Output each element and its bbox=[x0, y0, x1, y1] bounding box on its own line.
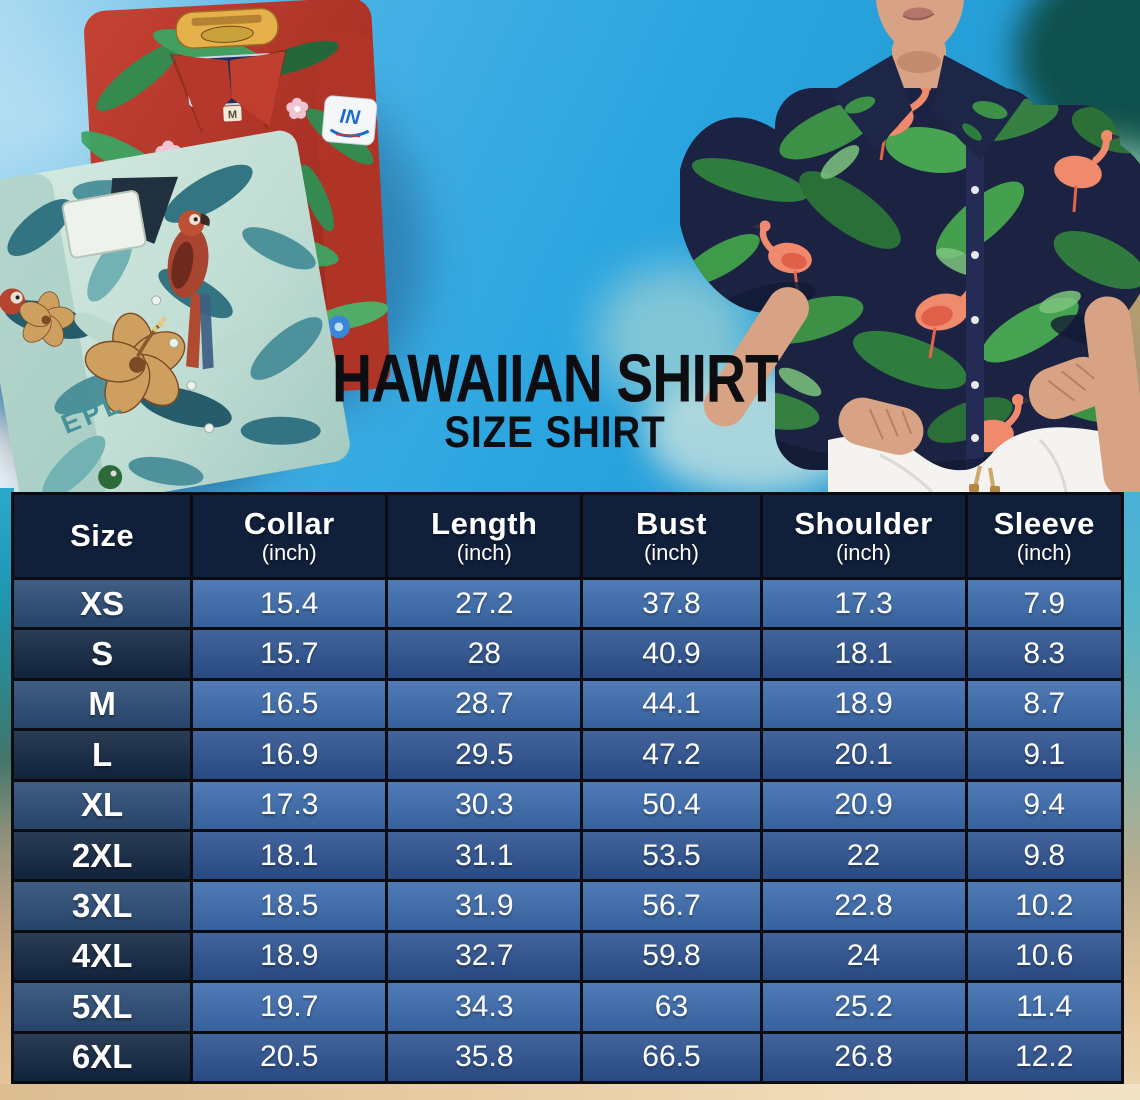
value-cell-l-shoulder: 20.1 bbox=[762, 731, 965, 779]
value-cell-l-bust: 47.2 bbox=[583, 731, 760, 779]
value-cell-xl-sleeve: 9.4 bbox=[967, 781, 1121, 829]
value-cell-2xl-shoulder: 22 bbox=[762, 832, 965, 880]
parrot-print bbox=[167, 210, 214, 370]
size-label-4xl: 4XL bbox=[14, 932, 191, 981]
brand-patch-text: IN bbox=[339, 106, 361, 130]
value-cell-m-length: 28.7 bbox=[388, 680, 581, 729]
value-cell-6xl-shoulder: 26.8 bbox=[762, 1033, 965, 1081]
value-cell-6xl-sleeve: 12.2 bbox=[967, 1033, 1121, 1081]
value-cell-l-sleeve: 9.1 bbox=[967, 731, 1121, 779]
teal-shirt-illustration: EPL bbox=[0, 130, 350, 514]
value-cell-5xl-shoulder: 25.2 bbox=[762, 983, 965, 1031]
value-cell-2xl-length: 31.1 bbox=[388, 832, 581, 880]
page-title: HAWAIIAN SHIRT bbox=[332, 340, 779, 417]
value-cell-5xl-collar: 19.7 bbox=[193, 983, 386, 1031]
value-cell-6xl-collar: 20.5 bbox=[193, 1033, 386, 1081]
hibiscus-print bbox=[19, 291, 186, 414]
size-label-s: S bbox=[14, 630, 191, 678]
value-cell-3xl-shoulder: 22.8 bbox=[762, 882, 965, 930]
beach-background-right-edge bbox=[1124, 488, 1140, 1100]
size-label-l: L bbox=[14, 731, 191, 779]
shirt-buttons bbox=[971, 186, 979, 442]
column-header-shoulder: Shoulder (inch) bbox=[762, 495, 965, 577]
size-label-xl: XL bbox=[14, 781, 191, 829]
value-cell-s-length: 28 bbox=[388, 630, 581, 678]
value-cell-3xl-sleeve: 10.2 bbox=[967, 882, 1121, 930]
column-header-collar: Collar (inch) bbox=[193, 495, 386, 577]
value-cell-5xl-length: 34.3 bbox=[388, 983, 581, 1031]
value-cell-s-collar: 15.7 bbox=[193, 630, 386, 678]
value-cell-4xl-shoulder: 24 bbox=[762, 932, 965, 981]
value-cell-2xl-collar: 18.1 bbox=[193, 832, 386, 880]
button-placket bbox=[966, 140, 984, 470]
size-label-2xl: 2XL bbox=[14, 832, 191, 880]
value-cell-xs-bust: 37.8 bbox=[583, 580, 760, 628]
value-cell-s-shoulder: 18.1 bbox=[762, 630, 965, 678]
right-forearm bbox=[1084, 296, 1140, 498]
value-cell-4xl-sleeve: 10.6 bbox=[967, 932, 1121, 981]
shirt-buttons bbox=[151, 295, 215, 434]
beach-background-left-edge bbox=[0, 488, 14, 1100]
value-cell-s-sleeve: 8.3 bbox=[967, 630, 1121, 678]
male-model-photo bbox=[680, 0, 1140, 498]
title-block: HAWAIIAN SHIRT SIZE SHIRT bbox=[315, 340, 795, 457]
value-cell-m-sleeve: 8.7 bbox=[967, 680, 1121, 729]
size-label-m: M bbox=[14, 680, 191, 729]
value-cell-6xl-length: 35.8 bbox=[388, 1033, 581, 1081]
value-cell-4xl-bust: 59.8 bbox=[583, 932, 760, 981]
chest-pocket bbox=[61, 190, 147, 259]
brand-patch: IN bbox=[321, 95, 378, 146]
value-cell-l-collar: 16.9 bbox=[193, 731, 386, 779]
right-hand bbox=[1028, 356, 1110, 420]
value-cell-xl-length: 30.3 bbox=[388, 781, 581, 829]
value-cell-3xl-bust: 56.7 bbox=[583, 882, 760, 930]
value-cell-5xl-bust: 63 bbox=[583, 983, 760, 1031]
size-chart-table: Size Collar (inch) Length (inch) Bust (inch) Sh… bbox=[11, 492, 1124, 1084]
size-label-3xl: 3XL bbox=[14, 882, 191, 930]
model-illustration bbox=[680, 0, 1140, 498]
page-subtitle: SIZE SHIRT bbox=[444, 407, 666, 457]
bird-head-print bbox=[98, 465, 123, 490]
value-cell-4xl-collar: 18.9 bbox=[193, 932, 386, 981]
size-label-5xl: 5XL bbox=[14, 983, 191, 1031]
left-forearm bbox=[703, 287, 809, 427]
value-cell-2xl-sleeve: 9.8 bbox=[967, 832, 1121, 880]
value-cell-xl-collar: 17.3 bbox=[193, 781, 386, 829]
value-cell-xs-shoulder: 17.3 bbox=[762, 580, 965, 628]
size-tag-text: M bbox=[228, 109, 238, 121]
size-label-6xl: 6XL bbox=[14, 1033, 191, 1081]
value-cell-4xl-length: 32.7 bbox=[388, 932, 581, 981]
value-cell-5xl-sleeve: 11.4 bbox=[967, 983, 1121, 1031]
sand-background-bottom bbox=[0, 1084, 1140, 1100]
column-header-size: Size bbox=[14, 495, 191, 577]
value-cell-3xl-collar: 18.5 bbox=[193, 882, 386, 930]
column-header-bust: Bust (inch) bbox=[583, 495, 760, 577]
value-cell-xl-bust: 50.4 bbox=[583, 781, 760, 829]
left-hand bbox=[838, 397, 924, 455]
value-cell-l-length: 29.5 bbox=[388, 731, 581, 779]
column-header-sleeve: Sleeve (inch) bbox=[967, 495, 1121, 577]
value-cell-m-bust: 44.1 bbox=[583, 680, 760, 729]
value-cell-2xl-bust: 53.5 bbox=[583, 832, 760, 880]
teal-hawaiian-shirt-photo: EPL bbox=[0, 121, 361, 524]
value-cell-xs-length: 27.2 bbox=[388, 580, 581, 628]
value-cell-xs-sleeve: 7.9 bbox=[967, 580, 1121, 628]
value-cell-xl-shoulder: 20.9 bbox=[762, 781, 965, 829]
size-label-xs: XS bbox=[14, 580, 191, 628]
drawstring bbox=[969, 465, 1000, 494]
column-header-length: Length (inch) bbox=[388, 495, 581, 577]
value-cell-s-bust: 40.9 bbox=[583, 630, 760, 678]
value-cell-m-shoulder: 18.9 bbox=[762, 680, 965, 729]
value-cell-xs-collar: 15.4 bbox=[193, 580, 386, 628]
value-cell-3xl-length: 31.9 bbox=[388, 882, 581, 930]
value-cell-6xl-bust: 66.5 bbox=[583, 1033, 760, 1081]
value-cell-m-collar: 16.5 bbox=[193, 680, 386, 729]
